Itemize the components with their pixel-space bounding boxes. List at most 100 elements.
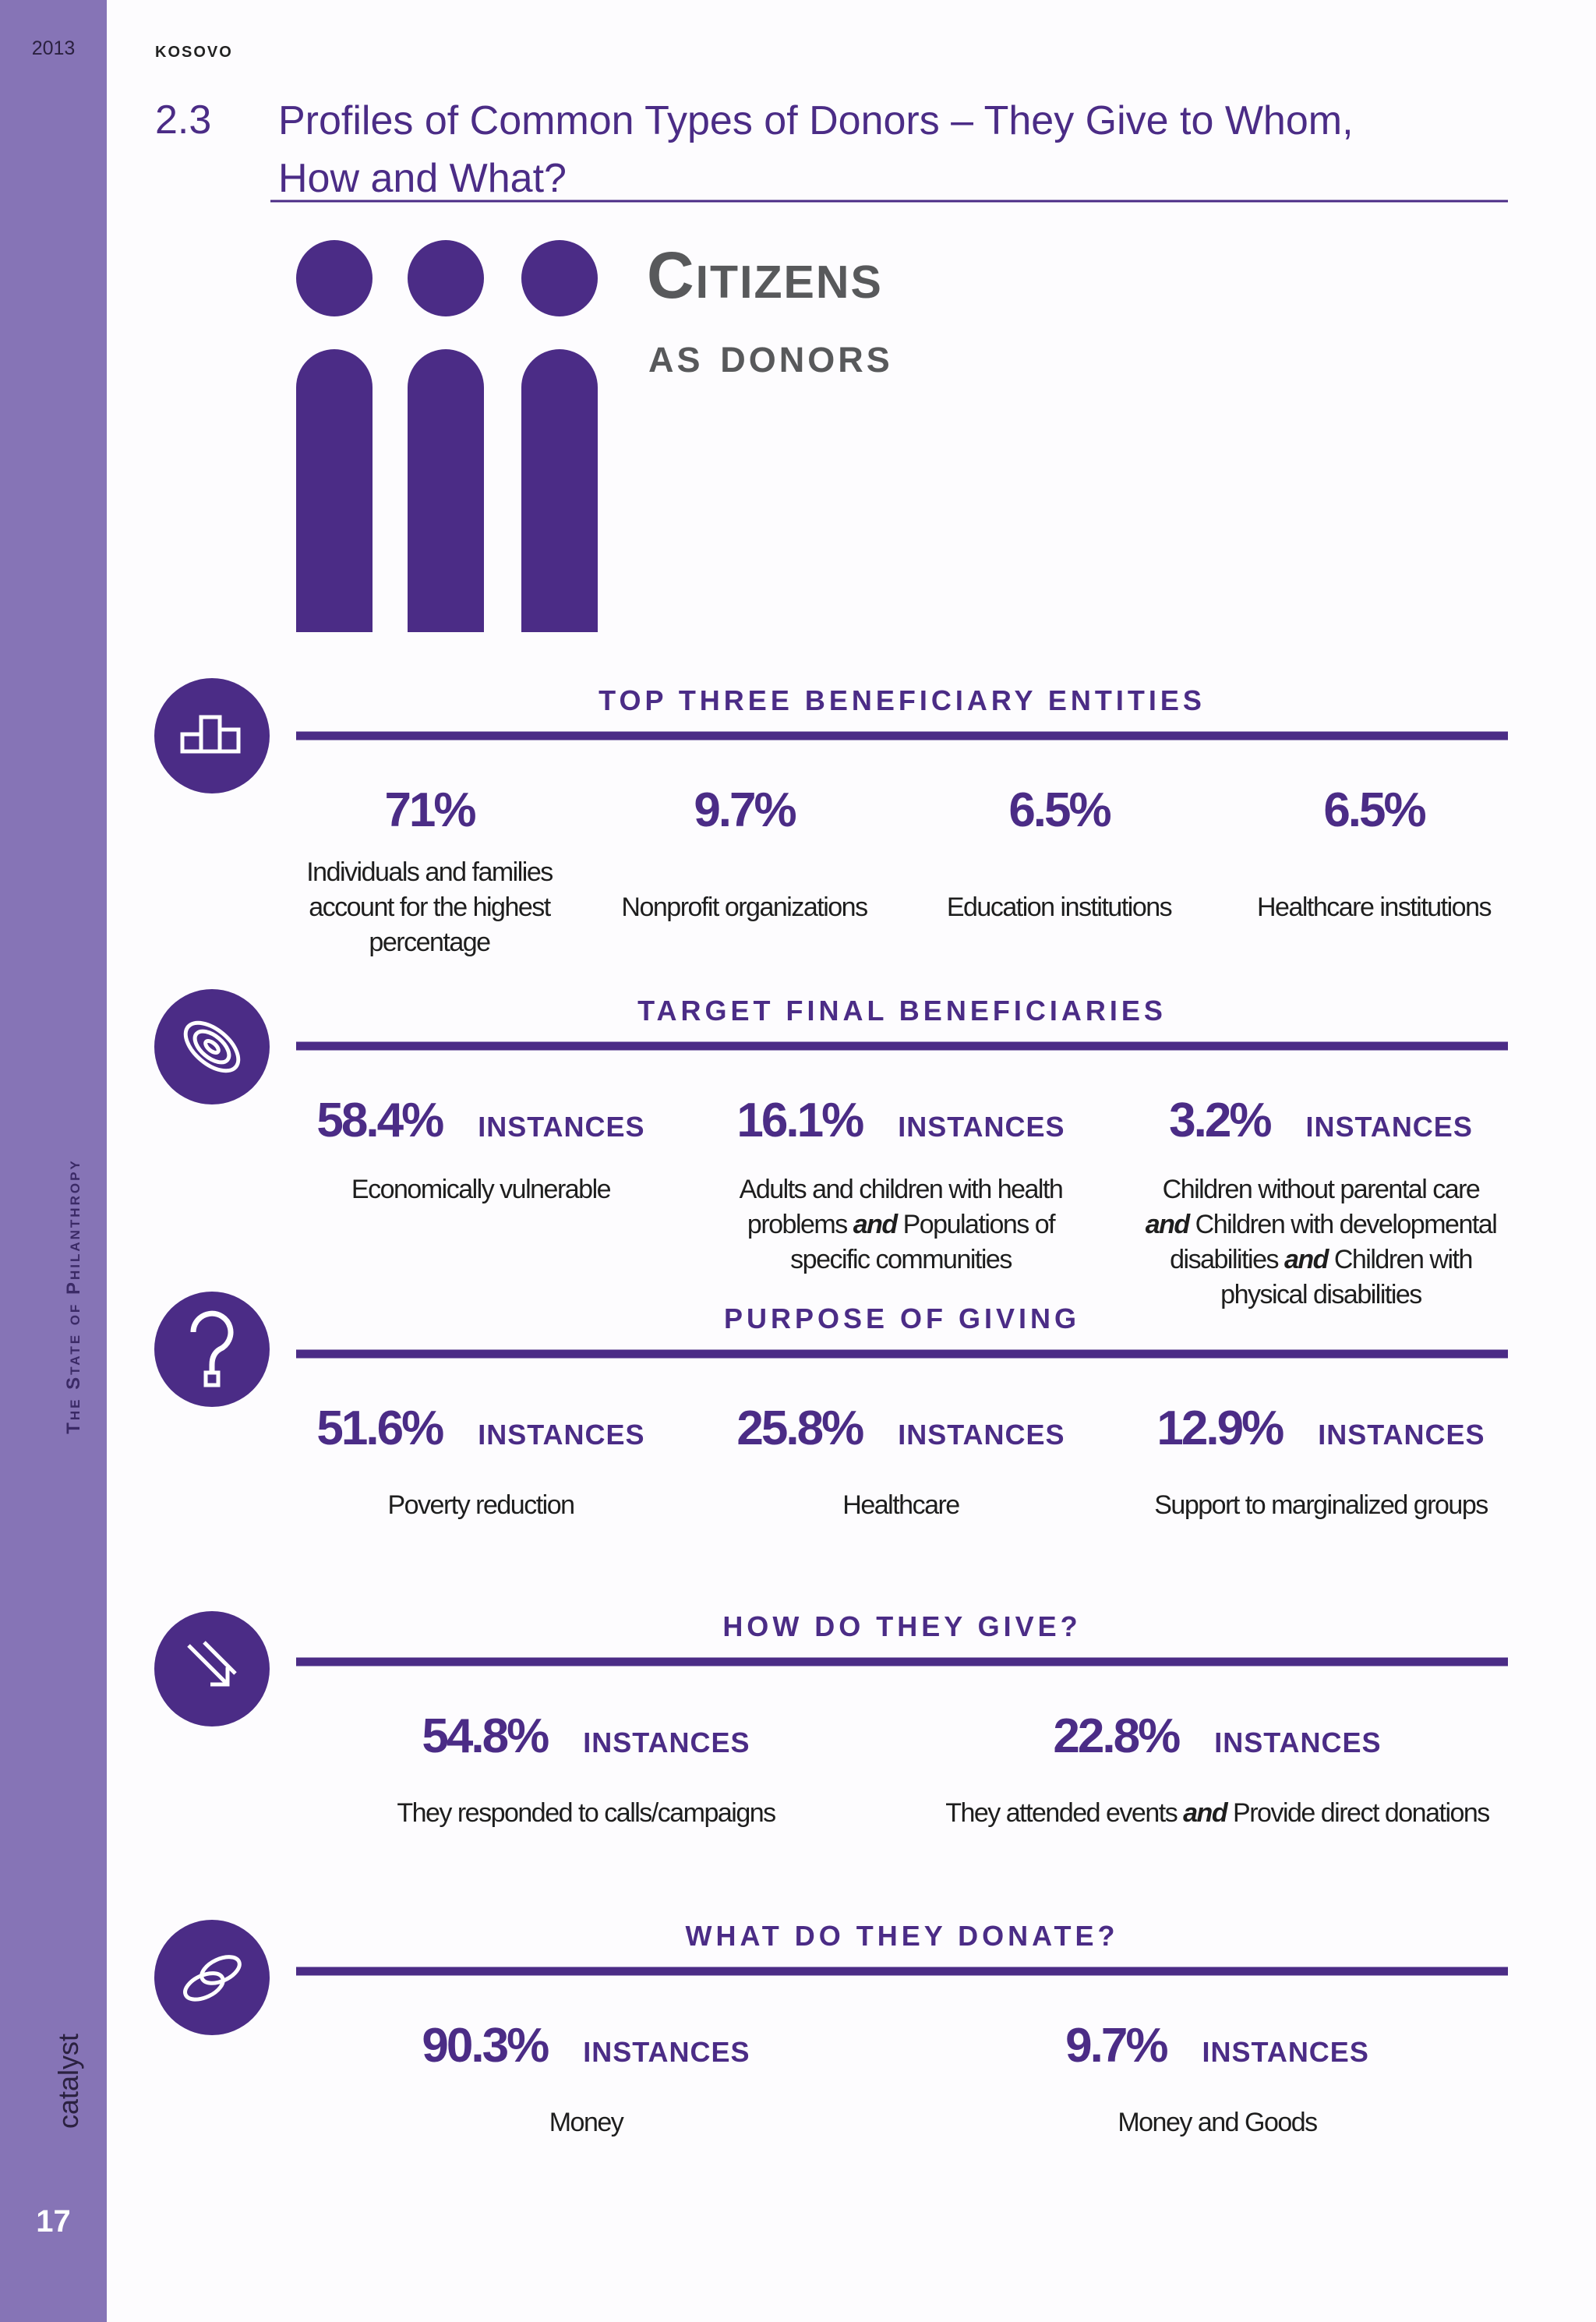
emphasis: and: [853, 1210, 898, 1239]
citizens-figure: [296, 240, 598, 632]
value-row: 71%: [196, 783, 663, 838]
text-part: Children without parental care: [1162, 1175, 1481, 1204]
question-icon: [154, 1292, 270, 1407]
text-part: Children with physical disabilities: [1220, 1245, 1473, 1309]
publication-title: The State of Philanthropy: [63, 1158, 84, 1434]
value-row: 6.5%: [1140, 783, 1596, 838]
stat-value: 25.8%: [736, 1401, 864, 1455]
give-icon: [154, 1611, 270, 1726]
stat-description: Education institutions: [927, 853, 1192, 962]
text-part: Individuals and families account for the…: [306, 857, 553, 957]
stat-description: They attended events and Provide direct …: [937, 1796, 1498, 1831]
year: 2013: [31, 37, 76, 59]
section-heading: PURPOSE OF GIVING: [723, 1302, 1081, 1334]
text-part: Children with developmental disabilities: [1170, 1210, 1498, 1274]
stat-description: Support to marginalized groups: [1138, 1488, 1504, 1523]
value-row: 90.3% INSTANCES: [352, 2018, 820, 2073]
stat-unit: INSTANCES: [478, 1419, 645, 1451]
podium-icon: [154, 678, 270, 793]
country: KOSOVO: [155, 44, 233, 61]
page-number: 17: [36, 2204, 71, 2239]
stat-value: 16.1%: [736, 1094, 864, 1147]
stat-unit: INSTANCES: [1305, 1111, 1473, 1143]
coins-icon: [154, 1920, 270, 2035]
text-part: Provide direct donations: [1227, 1798, 1490, 1828]
stat-unit: INSTANCES: [583, 1726, 750, 1758]
stat-value: 22.8%: [1053, 1709, 1181, 1763]
stat-unit: INSTANCES: [898, 1419, 1065, 1451]
stat-unit: INSTANCES: [1202, 2036, 1369, 2068]
section-heading: TARGET FINAL BENEFICIARIES: [637, 995, 1167, 1027]
emphasis: and: [1183, 1798, 1227, 1828]
emphasis: and: [1145, 1210, 1190, 1239]
description-text: Individuals and families account for the…: [297, 855, 562, 960]
stat-description: Healthcare institutions: [1241, 853, 1506, 962]
stat-description: Nonprofit organizations: [612, 853, 877, 962]
text-part: Nonprofit organizations: [621, 892, 868, 922]
value-row: 9.7%: [510, 783, 978, 838]
sidebar: [0, 0, 107, 2322]
text-part: Money and Goods: [1118, 2108, 1318, 2137]
stat-value: 54.8%: [422, 1709, 549, 1763]
stat-description: Adults and children with health problems…: [718, 1172, 1084, 1278]
stat-value: 6.5%: [1323, 783, 1426, 837]
stat-value: 9.7%: [694, 783, 796, 837]
text-part: They responded to calls/campaigns: [397, 1798, 776, 1828]
description-text: Healthcare institutions: [1256, 890, 1492, 925]
page-title: Profiles of Common Types of Donors – The…: [278, 98, 1354, 201]
value-row: 58.4% INSTANCES: [247, 1093, 715, 1148]
stat-unit: INSTANCES: [583, 2036, 750, 2068]
stat-description: Poverty reduction: [298, 1488, 664, 1523]
text-part: Adults and children with health problems: [739, 1175, 1064, 1239]
description-text: Nonprofit organizations: [621, 890, 868, 925]
section-heading: WHAT DO THEY DONATE?: [685, 1920, 1119, 1952]
stat-value: 3.2%: [1169, 1094, 1272, 1147]
stat-unit: INSTANCES: [1214, 1726, 1382, 1758]
text-part: Support to marginalized groups: [1154, 1490, 1488, 1520]
stat-description: Money and Goods: [937, 2105, 1498, 2140]
stat-description: Healthcare: [718, 1488, 1084, 1523]
value-row: 6.5%: [825, 783, 1293, 838]
hero-title: Citizens: [647, 239, 883, 312]
brand: catalyst: [52, 2033, 84, 2129]
value-row: 51.6% INSTANCES: [247, 1401, 715, 1456]
text-part: Poverty reduction: [387, 1490, 575, 1520]
stat-unit: INSTANCES: [898, 1111, 1065, 1143]
value-row: 25.8% INSTANCES: [667, 1401, 1135, 1456]
text-part: Education institutions: [946, 892, 1173, 922]
text-part: They attended events: [945, 1798, 1184, 1828]
stat-unit: INSTANCES: [478, 1111, 645, 1143]
stat-value: 6.5%: [1008, 783, 1111, 837]
value-row: 3.2% INSTANCES: [1087, 1093, 1555, 1148]
value-row: 16.1% INSTANCES: [667, 1093, 1135, 1148]
text-part: Money: [549, 2108, 624, 2137]
stat-description: Individuals and families account for the…: [297, 853, 562, 962]
stat-value: 90.3%: [422, 2019, 549, 2073]
value-row: 9.7% INSTANCES: [983, 2018, 1451, 2073]
text-part: Economically vulnerable: [351, 1175, 612, 1204]
hero-subtitle: as donors: [648, 327, 893, 383]
stat-value: 9.7%: [1065, 2019, 1168, 2073]
stat-description: Money: [305, 2105, 867, 2140]
stat-value: 51.6%: [316, 1401, 444, 1455]
stat-description: Economically vulnerable: [298, 1172, 664, 1207]
target-icon: [154, 989, 270, 1104]
stat-description: They responded to calls/campaigns: [305, 1796, 867, 1831]
value-row: 22.8% INSTANCES: [983, 1709, 1451, 1764]
text-part: Healthcare: [842, 1490, 960, 1520]
section-heading: TOP THREE BENEFICIARY ENTITIES: [598, 684, 1206, 716]
text-part: Populations of specific communities: [790, 1210, 1055, 1274]
stat-value: 71%: [384, 783, 476, 837]
value-row: 12.9% INSTANCES: [1087, 1401, 1555, 1456]
stat-description: Children without parental care and Child…: [1138, 1172, 1504, 1313]
stat-value: 58.4%: [316, 1094, 444, 1147]
section-number: 2.3: [155, 97, 212, 143]
text-part: Healthcare institutions: [1256, 892, 1492, 922]
emphasis: and: [1284, 1245, 1329, 1274]
value-row: 54.8% INSTANCES: [352, 1709, 820, 1764]
stat-value: 12.9%: [1156, 1401, 1284, 1455]
